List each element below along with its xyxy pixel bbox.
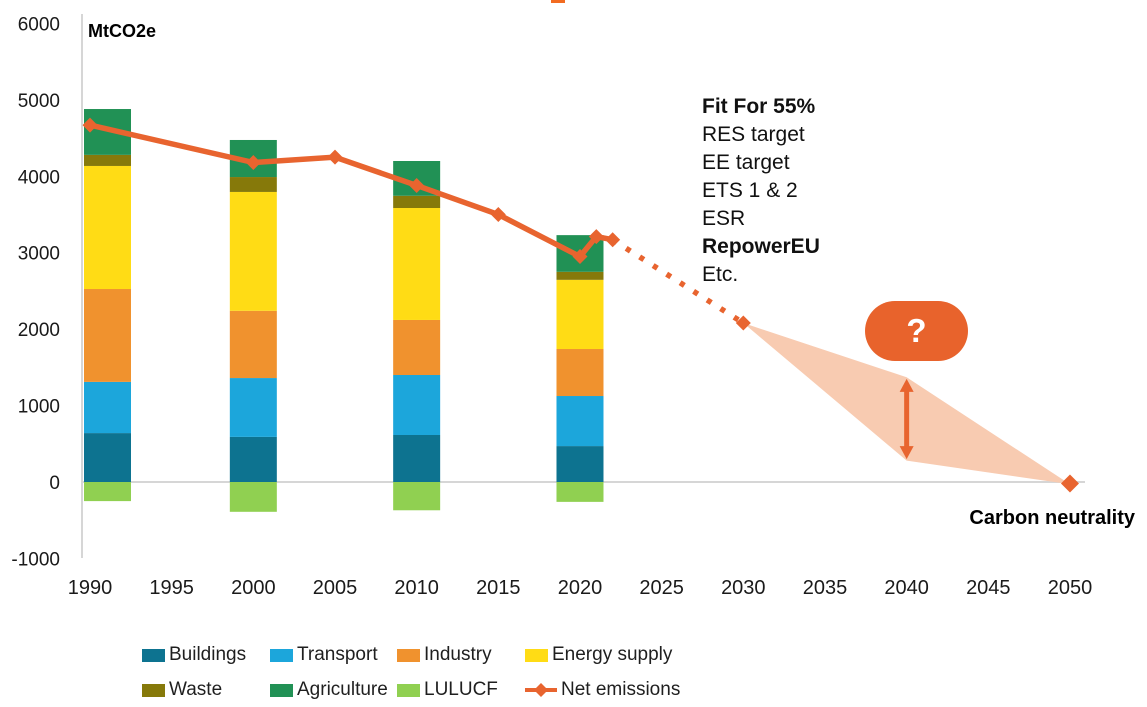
x-tick-label: 2000 — [231, 577, 276, 599]
x-tick-label: 1995 — [149, 577, 194, 599]
legend: Buildings Transport Industry Energy supply W… — [0, 636, 1147, 700]
bar-segment-industry-2010 — [393, 319, 441, 375]
x-tick-label: 2020 — [558, 577, 603, 599]
bar-segment-transport-2020 — [556, 396, 604, 447]
legend-swatch-transport — [270, 648, 293, 662]
bar-segment-lulucf-2010 — [393, 482, 441, 511]
legend-item-lulucf: LULUCF — [397, 679, 498, 700]
net-emissions-marker-2000 — [245, 155, 261, 171]
legend-label: Net emissions — [561, 679, 681, 700]
carbon-neutrality-label: Carbon neutrality — [969, 507, 1135, 529]
x-tick-label: 2010 — [394, 577, 439, 599]
net-emissions-line — [89, 122, 614, 260]
net-emissions-marker-2030 — [735, 315, 751, 331]
x-tick-label: 2005 — [313, 577, 358, 599]
legend-item-agriculture: Agriculture — [270, 679, 388, 700]
bar-segment-lulucf-2020 — [556, 482, 604, 502]
legend-swatch-lulucf — [397, 683, 420, 697]
unit-label: MtCO2e — [88, 21, 157, 41]
bar-segment-waste-1990 — [84, 154, 131, 166]
legend-item-energy_supply: Energy supply — [525, 644, 673, 665]
bar-segment-energy_supply-1990 — [84, 165, 131, 290]
annotation-line: Fit For 55% — [702, 95, 816, 118]
annotation-line: RepowerEU — [702, 235, 820, 258]
bar-segment-energy_supply-2020 — [556, 279, 604, 350]
legend-item-buildings: Buildings — [142, 644, 247, 665]
x-tick-label: 1990 — [68, 577, 113, 599]
x-tick-label: 2015 — [476, 577, 521, 599]
y-tick-label: 2000 — [18, 320, 60, 341]
legend-label: Waste — [169, 679, 223, 700]
net-emissions-marker-2021 — [588, 229, 604, 245]
legend-swatch-buildings — [142, 648, 165, 662]
bar-segment-waste-2000 — [229, 177, 277, 192]
legend-swatch-industry — [397, 648, 420, 662]
net-emissions-marker-2020 — [572, 249, 588, 265]
uncertainty-arrow-head-down — [899, 446, 914, 460]
x-tick-label: 2050 — [1048, 577, 1093, 599]
annotation-line: ETS 1 & 2 — [702, 179, 798, 202]
x-tick-label: 2035 — [803, 577, 848, 599]
x-tick-label: 2045 — [966, 577, 1011, 599]
bar-segment-waste-2020 — [556, 271, 604, 280]
legend-swatch-waste — [142, 683, 165, 697]
legend-item-transport: Transport — [270, 644, 378, 665]
legend-item-industry: Industry — [397, 644, 492, 665]
bar-segment-buildings-2010 — [393, 434, 441, 482]
legend-item-waste: Waste — [142, 679, 223, 700]
net-emissions-marker-2010 — [409, 177, 425, 193]
fit-for-55-annotation: Fit For 55% RES target EE target ETS 1 & 2 E… — [702, 93, 820, 289]
net-emissions-marker-2005 — [327, 149, 343, 165]
y-tick-label: 3000 — [18, 244, 60, 265]
bar-segment-energy_supply-2010 — [393, 207, 441, 320]
bar-segment-buildings-2020 — [556, 446, 604, 482]
uncertainty-arrow-head-up — [899, 378, 914, 392]
bar-segment-lulucf-2000 — [229, 482, 277, 512]
legend-item-net_emissions: Net emissions — [525, 679, 681, 700]
annotation-line: ESR — [702, 207, 746, 230]
question-bubble: ? — [865, 301, 968, 361]
question-mark: ? — [906, 312, 927, 349]
y-tick-label: -1000 — [11, 549, 60, 570]
bar-segment-lulucf-1990 — [84, 482, 131, 502]
legend-label: Agriculture — [297, 679, 388, 700]
bar-segment-industry-1990 — [84, 289, 131, 382]
bar-segment-buildings-1990 — [84, 433, 131, 482]
net-emissions-marker-2050 — [1060, 474, 1079, 493]
y-tick-label: 4000 — [18, 167, 60, 188]
net-emissions-marker-2022 — [605, 232, 621, 248]
bar-segment-energy_supply-2000 — [229, 191, 277, 311]
y-tick-label: 6000 — [18, 14, 60, 35]
annotation-line: EE target — [702, 151, 790, 174]
legend-symbol-net-emissions — [525, 683, 557, 697]
annotation-line: RES target — [702, 123, 805, 146]
legend-label: Energy supply — [552, 644, 673, 665]
legend-swatch-agriculture — [270, 683, 293, 697]
bar-segment-transport-2010 — [393, 374, 441, 435]
x-tick-label: 2025 — [639, 577, 684, 599]
y-tick-label: 5000 — [18, 91, 60, 112]
net-emissions-marker-2015 — [490, 206, 506, 222]
legend-label: Buildings — [169, 644, 247, 665]
bar-segment-waste-2010 — [393, 195, 441, 208]
net-emissions-dotted-line — [611, 237, 745, 326]
legend-label: LULUCF — [424, 679, 498, 700]
legend-label: Industry — [424, 644, 492, 665]
legend-label: Transport — [297, 644, 378, 665]
legend-swatch-energy_supply — [525, 648, 548, 662]
x-tick-label: 2030 — [721, 577, 766, 599]
bar-segment-industry-2020 — [556, 349, 604, 397]
y-tick-label: 0 — [49, 473, 60, 494]
bar-segment-transport-1990 — [84, 381, 131, 434]
annotation-line: Etc. — [702, 263, 739, 286]
cropped-title-fragment — [551, 0, 565, 3]
bar-segment-buildings-2000 — [229, 436, 277, 482]
bar-segment-industry-2000 — [229, 310, 277, 379]
net-emissions-marker-1990 — [82, 117, 98, 133]
x-tick-label: 2040 — [884, 577, 929, 599]
bar-segment-transport-2000 — [229, 378, 277, 437]
y-tick-label: 1000 — [18, 397, 60, 418]
